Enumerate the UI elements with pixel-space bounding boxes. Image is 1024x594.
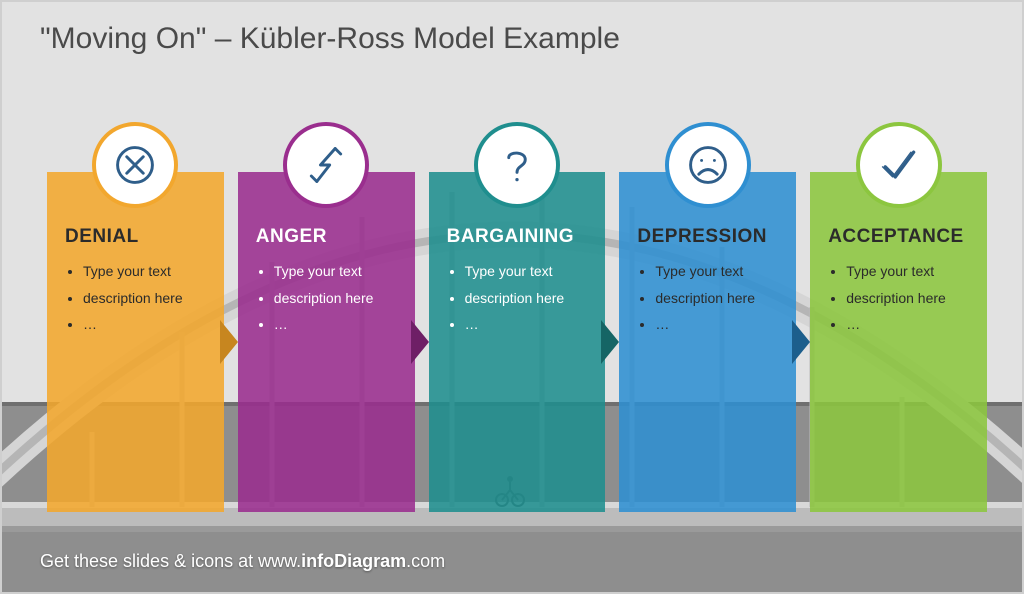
stage-title: ANGER	[256, 226, 399, 248]
stages-row: DENIALType your textdescription here… AN…	[47, 172, 987, 512]
bullet-item: …	[83, 311, 208, 338]
x-icon	[92, 122, 178, 208]
bullet-item: description here	[846, 285, 971, 312]
bullet-item: description here	[655, 285, 780, 312]
footer-credit: Get these slides & icons at www.infoDiag…	[40, 551, 445, 572]
stage-bullets: Type your textdescription here…	[447, 258, 590, 338]
stage-bullets: Type your textdescription here…	[65, 258, 208, 338]
connector-arrow	[792, 320, 810, 364]
stage-bullets: Type your textdescription here…	[637, 258, 780, 338]
stage-bullets: Type your textdescription here…	[828, 258, 971, 338]
bullet-item: …	[465, 311, 590, 338]
question-icon	[474, 122, 560, 208]
bullet-item: …	[655, 311, 780, 338]
slide-title: "Moving On" – Kübler-Ross Model Example	[40, 22, 620, 56]
bullet-item: description here	[274, 285, 399, 312]
stage-title: DEPRESSION	[637, 226, 780, 248]
bolt-icon	[283, 122, 369, 208]
stage-title: BARGAINING	[447, 226, 590, 248]
stage-card-depression: DEPRESSION Type your textdescription here…	[619, 172, 796, 512]
bullet-item: Type your text	[83, 258, 208, 285]
bullet-item: Type your text	[465, 258, 590, 285]
bullet-item: description here	[83, 285, 208, 312]
footer-brand: infoDiagram	[301, 551, 406, 571]
slide-frame: "Moving On" – Kübler-Ross Model Example …	[0, 0, 1024, 594]
bullet-item: …	[274, 311, 399, 338]
connector-arrow	[220, 320, 238, 364]
sad-icon	[665, 122, 751, 208]
bullet-item: Type your text	[274, 258, 399, 285]
stage-card-acceptance: ACCEPTANCE Type your textdescription here…	[810, 172, 987, 512]
footer-prefix: Get these slides & icons at www.	[40, 551, 301, 571]
stage-title: ACCEPTANCE	[828, 226, 971, 248]
connector-arrow	[601, 320, 619, 364]
bullet-item: …	[846, 311, 971, 338]
stage-bullets: Type your textdescription here…	[256, 258, 399, 338]
bullet-item: description here	[465, 285, 590, 312]
bullet-item: Type your text	[655, 258, 780, 285]
stage-card-bargaining: BARGAINING Type your textdescription here…	[429, 172, 606, 512]
footer-suffix: .com	[406, 551, 445, 571]
stage-card-anger: ANGER Type your textdescription here…	[238, 172, 415, 512]
stage-card-denial: DENIAL Type your textdescription here…	[47, 172, 224, 512]
stage-title: DENIAL	[65, 226, 208, 248]
connector-arrow	[411, 320, 429, 364]
bullet-item: Type your text	[846, 258, 971, 285]
check-icon	[856, 122, 942, 208]
